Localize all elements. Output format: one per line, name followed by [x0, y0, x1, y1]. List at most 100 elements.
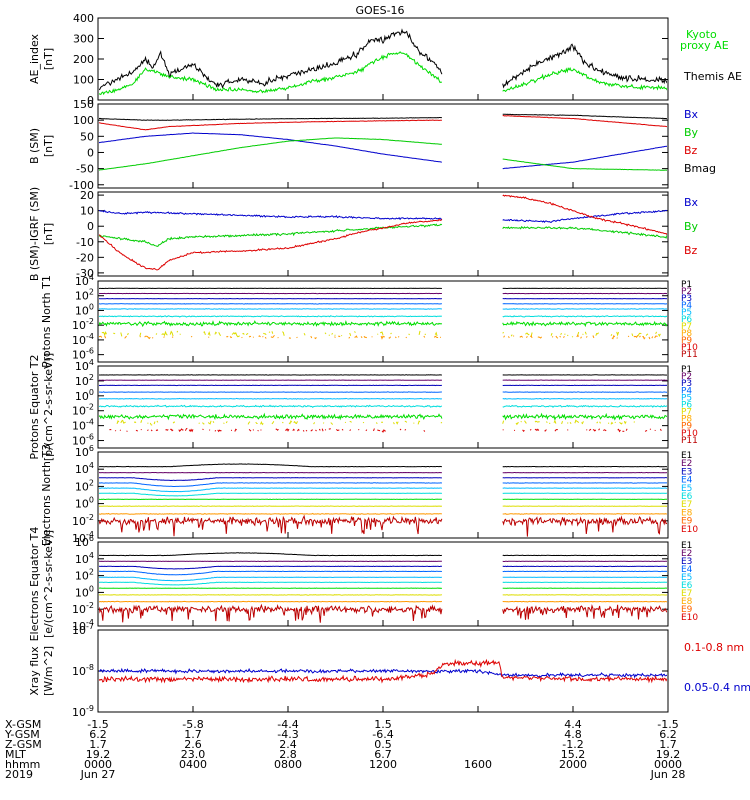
series-line [99, 116, 442, 121]
x-tick-value: 0.5 [374, 738, 392, 751]
series-line [292, 428, 295, 431]
series-line [234, 428, 238, 432]
series-line [184, 427, 188, 431]
svg-text:[nT]: [nT] [42, 223, 55, 245]
series-line [165, 429, 169, 431]
series-line [207, 331, 211, 336]
y-tick-label: 0 [87, 220, 94, 233]
series-e4 [99, 482, 667, 487]
series-line [114, 430, 117, 432]
series-line [310, 335, 313, 339]
series-line [99, 667, 667, 679]
x-tick-value: 23.0 [181, 748, 206, 761]
legend-item: P2 [681, 372, 692, 382]
series-line [99, 218, 443, 271]
series-line [140, 420, 143, 423]
x-tick-value: -4.3 [277, 728, 298, 741]
series-line [502, 513, 667, 515]
series-e10 [99, 603, 667, 623]
series-e9 [99, 600, 667, 603]
year-label: 2019 [5, 768, 33, 781]
series-line [99, 28, 443, 91]
series-line [354, 331, 356, 333]
series-line [133, 421, 137, 424]
series-themis-ae [99, 28, 667, 91]
series-line [139, 332, 142, 337]
series-p6 [99, 404, 667, 408]
series-line [226, 335, 229, 338]
series-line [203, 331, 206, 336]
legend-item: Bx [684, 196, 699, 209]
series-p7 [99, 412, 667, 421]
legend-item: Kyoto proxy AE [680, 28, 729, 52]
series-line [567, 429, 569, 431]
y-tick-label: 10-4 [72, 618, 94, 633]
legend-item: E8 [681, 508, 693, 518]
series-line [574, 419, 580, 424]
series-line [231, 331, 240, 338]
series-bx [99, 209, 667, 223]
legend-item: E8 [681, 597, 693, 607]
series-line [99, 514, 443, 537]
series-line [99, 303, 442, 305]
series-line [417, 420, 421, 425]
series-line [659, 428, 662, 432]
series-line [502, 397, 667, 400]
series-line [395, 421, 399, 425]
series-line [190, 335, 193, 338]
series-line [229, 336, 233, 339]
series-line [515, 422, 519, 426]
series-line [324, 332, 327, 335]
series-line [155, 429, 159, 432]
y-tick-label: 10-2 [72, 403, 94, 418]
series-line [104, 335, 107, 339]
legend: Kyoto proxy AE Themis AE [680, 28, 742, 83]
series-line [534, 428, 540, 432]
series-line [207, 420, 212, 425]
x-tick-value: 15.2 [561, 748, 586, 761]
y-tick-label: 102 [75, 478, 94, 493]
y-tick-label: 400 [73, 12, 94, 25]
series-line [113, 332, 116, 335]
series-line [380, 335, 386, 340]
series-line [544, 429, 547, 432]
series-line [502, 308, 667, 310]
series-line [392, 422, 395, 425]
series-line [623, 421, 627, 425]
series-line [99, 565, 442, 570]
series-line [212, 421, 215, 423]
legend-item: P11 [681, 436, 698, 446]
legend-item: P8 [681, 329, 692, 339]
series-line [263, 332, 267, 336]
series-line [149, 422, 153, 426]
x-tick-date: Jun 27 [80, 768, 116, 781]
series-line [522, 429, 525, 432]
series-line [502, 145, 667, 170]
series-line [502, 194, 667, 236]
series-line [502, 225, 667, 239]
x-tick-value: -6.4 [372, 728, 393, 741]
x-tick-value: 19.2 [656, 748, 681, 761]
svg-text:AE_index: AE_index [28, 33, 41, 84]
x-tick-value: -1.2 [562, 738, 583, 751]
series-line [637, 332, 642, 337]
series-line [126, 430, 128, 432]
x-tick-value: 1.7 [659, 738, 677, 751]
series-line [502, 420, 505, 424]
series-line [554, 428, 558, 432]
y-axis-label: B (SM)-IGRF (SM) [nT] [28, 187, 55, 281]
series-line [99, 397, 442, 400]
series-line [178, 428, 184, 433]
series-line [502, 67, 667, 93]
legend-item: E1 [681, 541, 692, 551]
series-line [502, 158, 667, 171]
series-line [502, 505, 667, 508]
series-line [116, 419, 120, 424]
x-tick-value: 1.7 [184, 728, 202, 741]
series-line [315, 429, 317, 432]
series-line [153, 421, 156, 425]
series-line [217, 429, 222, 433]
y-tick-label: 104 [75, 461, 94, 476]
